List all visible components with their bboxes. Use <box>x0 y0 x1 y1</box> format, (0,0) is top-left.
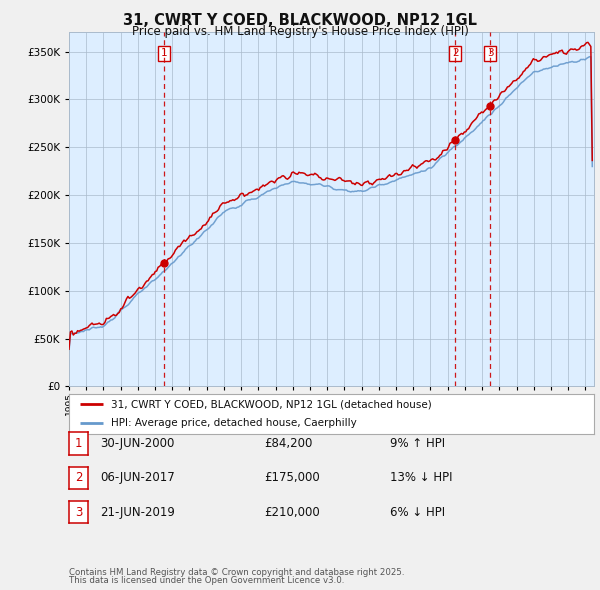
Text: £84,200: £84,200 <box>264 437 313 450</box>
Text: 3: 3 <box>75 506 82 519</box>
Text: 1: 1 <box>75 437 82 450</box>
Text: 6% ↓ HPI: 6% ↓ HPI <box>390 506 445 519</box>
Text: This data is licensed under the Open Government Licence v3.0.: This data is licensed under the Open Gov… <box>69 576 344 585</box>
Text: Contains HM Land Registry data © Crown copyright and database right 2025.: Contains HM Land Registry data © Crown c… <box>69 568 404 577</box>
Text: 30-JUN-2000: 30-JUN-2000 <box>100 437 175 450</box>
Text: 2: 2 <box>75 471 82 484</box>
Text: 2: 2 <box>452 48 458 58</box>
Text: £175,000: £175,000 <box>264 471 320 484</box>
Text: £210,000: £210,000 <box>264 506 320 519</box>
Text: Price paid vs. HM Land Registry's House Price Index (HPI): Price paid vs. HM Land Registry's House … <box>131 25 469 38</box>
Text: 31, CWRT Y COED, BLACKWOOD, NP12 1GL: 31, CWRT Y COED, BLACKWOOD, NP12 1GL <box>123 13 477 28</box>
Text: 13% ↓ HPI: 13% ↓ HPI <box>390 471 452 484</box>
Text: HPI: Average price, detached house, Caerphilly: HPI: Average price, detached house, Caer… <box>111 418 357 428</box>
Text: 06-JUN-2017: 06-JUN-2017 <box>100 471 175 484</box>
Text: 31, CWRT Y COED, BLACKWOOD, NP12 1GL (detached house): 31, CWRT Y COED, BLACKWOOD, NP12 1GL (de… <box>111 399 432 409</box>
Text: 1: 1 <box>160 48 167 58</box>
Text: 9% ↑ HPI: 9% ↑ HPI <box>390 437 445 450</box>
Text: 21-JUN-2019: 21-JUN-2019 <box>100 506 175 519</box>
Text: 3: 3 <box>487 48 494 58</box>
